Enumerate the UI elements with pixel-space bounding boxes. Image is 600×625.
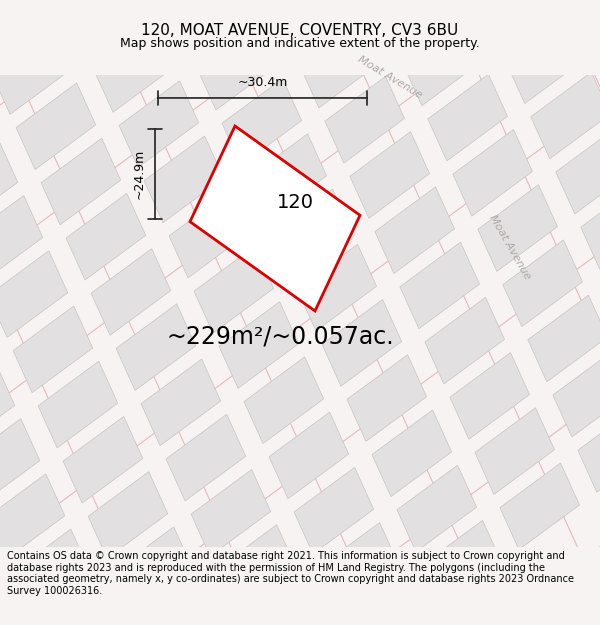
Polygon shape: [119, 81, 199, 168]
Polygon shape: [428, 74, 508, 161]
Polygon shape: [375, 187, 455, 274]
Polygon shape: [531, 72, 600, 159]
Polygon shape: [556, 127, 600, 214]
Polygon shape: [197, 23, 277, 110]
Polygon shape: [13, 306, 93, 392]
Polygon shape: [69, 0, 149, 57]
Polygon shape: [0, 251, 68, 338]
Polygon shape: [0, 0, 20, 4]
Polygon shape: [10, 529, 90, 616]
Polygon shape: [378, 0, 457, 51]
Polygon shape: [0, 0, 46, 59]
Polygon shape: [450, 352, 530, 439]
Text: ~229m²/~0.057ac.: ~229m²/~0.057ac.: [166, 324, 394, 349]
Polygon shape: [347, 355, 427, 441]
Polygon shape: [141, 359, 221, 446]
Polygon shape: [506, 17, 586, 104]
Polygon shape: [272, 189, 352, 276]
Polygon shape: [319, 522, 398, 609]
Polygon shape: [322, 299, 401, 386]
Polygon shape: [500, 463, 580, 549]
Polygon shape: [503, 240, 583, 327]
Polygon shape: [0, 363, 15, 450]
Polygon shape: [113, 527, 193, 614]
Polygon shape: [453, 129, 532, 216]
Polygon shape: [66, 193, 146, 280]
Polygon shape: [0, 474, 65, 561]
Polygon shape: [372, 410, 452, 497]
Polygon shape: [275, 0, 355, 52]
Polygon shape: [38, 361, 118, 448]
Polygon shape: [244, 357, 323, 444]
Polygon shape: [581, 182, 600, 269]
Polygon shape: [247, 134, 326, 221]
Polygon shape: [0, 196, 43, 282]
Polygon shape: [403, 19, 482, 106]
Polygon shape: [219, 302, 299, 388]
Polygon shape: [425, 298, 505, 384]
Polygon shape: [41, 138, 121, 225]
Polygon shape: [481, 0, 560, 48]
Polygon shape: [528, 295, 600, 382]
Polygon shape: [0, 419, 40, 505]
Polygon shape: [190, 126, 360, 311]
Polygon shape: [0, 141, 18, 227]
Polygon shape: [44, 0, 124, 2]
Polygon shape: [325, 76, 404, 163]
Polygon shape: [169, 191, 248, 278]
Polygon shape: [475, 408, 554, 494]
Polygon shape: [138, 582, 218, 625]
Polygon shape: [194, 246, 274, 333]
Text: Moat Avenue: Moat Avenue: [487, 213, 533, 281]
Polygon shape: [16, 83, 95, 169]
Polygon shape: [578, 406, 600, 492]
Polygon shape: [478, 185, 557, 271]
Polygon shape: [294, 468, 374, 554]
Polygon shape: [422, 521, 502, 607]
Polygon shape: [91, 249, 170, 335]
Polygon shape: [94, 26, 173, 112]
Polygon shape: [584, 0, 600, 46]
Polygon shape: [553, 351, 600, 437]
Polygon shape: [241, 580, 320, 625]
Polygon shape: [350, 132, 430, 218]
Polygon shape: [400, 242, 479, 329]
Text: 120, MOAT AVENUE, COVENTRY, CV3 6BU: 120, MOAT AVENUE, COVENTRY, CV3 6BU: [142, 23, 458, 38]
Polygon shape: [172, 0, 251, 55]
Polygon shape: [63, 416, 143, 503]
Polygon shape: [300, 21, 380, 108]
Text: Moat Avenue: Moat Avenue: [356, 54, 424, 101]
Polygon shape: [269, 412, 349, 499]
Polygon shape: [166, 414, 245, 501]
Polygon shape: [222, 79, 302, 165]
Polygon shape: [144, 136, 224, 222]
Text: ~24.9m: ~24.9m: [133, 149, 146, 199]
Text: ~30.4m: ~30.4m: [238, 76, 287, 89]
Text: Contains OS data © Crown copyright and database right 2021. This information is : Contains OS data © Crown copyright and d…: [7, 551, 574, 596]
Polygon shape: [191, 469, 271, 556]
Polygon shape: [0, 586, 12, 625]
Polygon shape: [344, 578, 424, 625]
Polygon shape: [397, 465, 476, 552]
Text: 120: 120: [277, 193, 314, 212]
Text: Map shows position and indicative extent of the property.: Map shows position and indicative extent…: [120, 38, 480, 51]
Polygon shape: [297, 244, 377, 331]
Polygon shape: [0, 28, 71, 114]
Polygon shape: [88, 472, 168, 558]
Polygon shape: [216, 525, 296, 611]
Polygon shape: [116, 304, 196, 391]
Polygon shape: [35, 584, 115, 625]
